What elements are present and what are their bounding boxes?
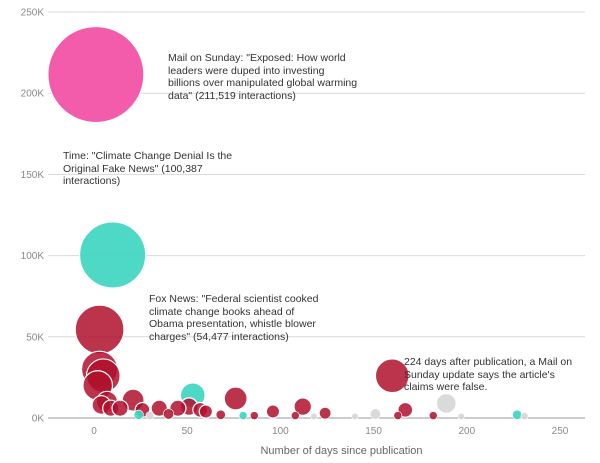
- y-tick-label: 150K: [21, 170, 45, 181]
- bubble-fox[interactable]: [223, 386, 248, 411]
- bubble-time[interactable]: [238, 411, 248, 420]
- bubble-fox[interactable]: [249, 411, 259, 420]
- x-tick-label: 50: [182, 426, 194, 437]
- x-tick-label: 150: [365, 426, 382, 437]
- annotation-correction: 224 days after publication, a Mail on Su…: [404, 356, 573, 393]
- bubbles: [47, 25, 529, 420]
- bubble-mail[interactable]: [47, 25, 145, 124]
- annotation-fox-news: Fox News: "Federal scientist cooked clim…: [149, 293, 319, 343]
- bubble-time[interactable]: [512, 409, 523, 420]
- annotation-mail-on-sunday: Mail on Sunday: "Exposed: How world lead…: [168, 52, 358, 102]
- y-tick-label: 50K: [26, 332, 44, 343]
- annotation-time: Time: "Climate Change Denial Is the Orig…: [63, 150, 233, 187]
- bubble-gray[interactable]: [310, 412, 318, 420]
- bubble-time[interactable]: [78, 221, 147, 289]
- bubble-gray[interactable]: [435, 392, 457, 414]
- y-tick-label: 200K: [21, 89, 45, 100]
- bubble-gray[interactable]: [369, 408, 381, 420]
- x-tick-label: 200: [458, 426, 475, 437]
- bubble-fox[interactable]: [169, 399, 187, 417]
- bubble-fox[interactable]: [290, 411, 300, 420]
- bubble-fox[interactable]: [393, 411, 403, 420]
- bubble-fox[interactable]: [374, 358, 410, 394]
- y-tick-label: 0K: [32, 414, 45, 425]
- bubble-gray[interactable]: [520, 412, 529, 420]
- bubble-time[interactable]: [133, 409, 144, 420]
- x-axis-title: Number of days since publication: [260, 445, 422, 457]
- bubble-fox[interactable]: [111, 399, 129, 417]
- y-tick-label: 250K: [21, 8, 45, 19]
- bubble-gray[interactable]: [351, 412, 359, 420]
- bubble-gray[interactable]: [145, 411, 155, 420]
- bubble-fox[interactable]: [198, 404, 214, 419]
- x-tick-label: 100: [272, 426, 289, 437]
- y-tick-label: 100K: [21, 251, 45, 262]
- bubble-fox[interactable]: [319, 407, 332, 420]
- bubble-fox[interactable]: [150, 399, 168, 417]
- x-tick-label: 0: [91, 426, 97, 437]
- bubble-fox[interactable]: [428, 411, 438, 420]
- axis-ticks: 0K 50K 100K 150K 200K 250K 0 50 100 150 200 250: [21, 8, 569, 438]
- x-tick-label: 250: [552, 426, 569, 437]
- bubble-fox[interactable]: [74, 304, 125, 355]
- bubble-fox[interactable]: [163, 408, 175, 420]
- bubble-fox[interactable]: [293, 397, 313, 416]
- bubble-gray[interactable]: [457, 412, 465, 420]
- bubble-fox[interactable]: [265, 404, 281, 419]
- bubble-fox[interactable]: [215, 409, 226, 420]
